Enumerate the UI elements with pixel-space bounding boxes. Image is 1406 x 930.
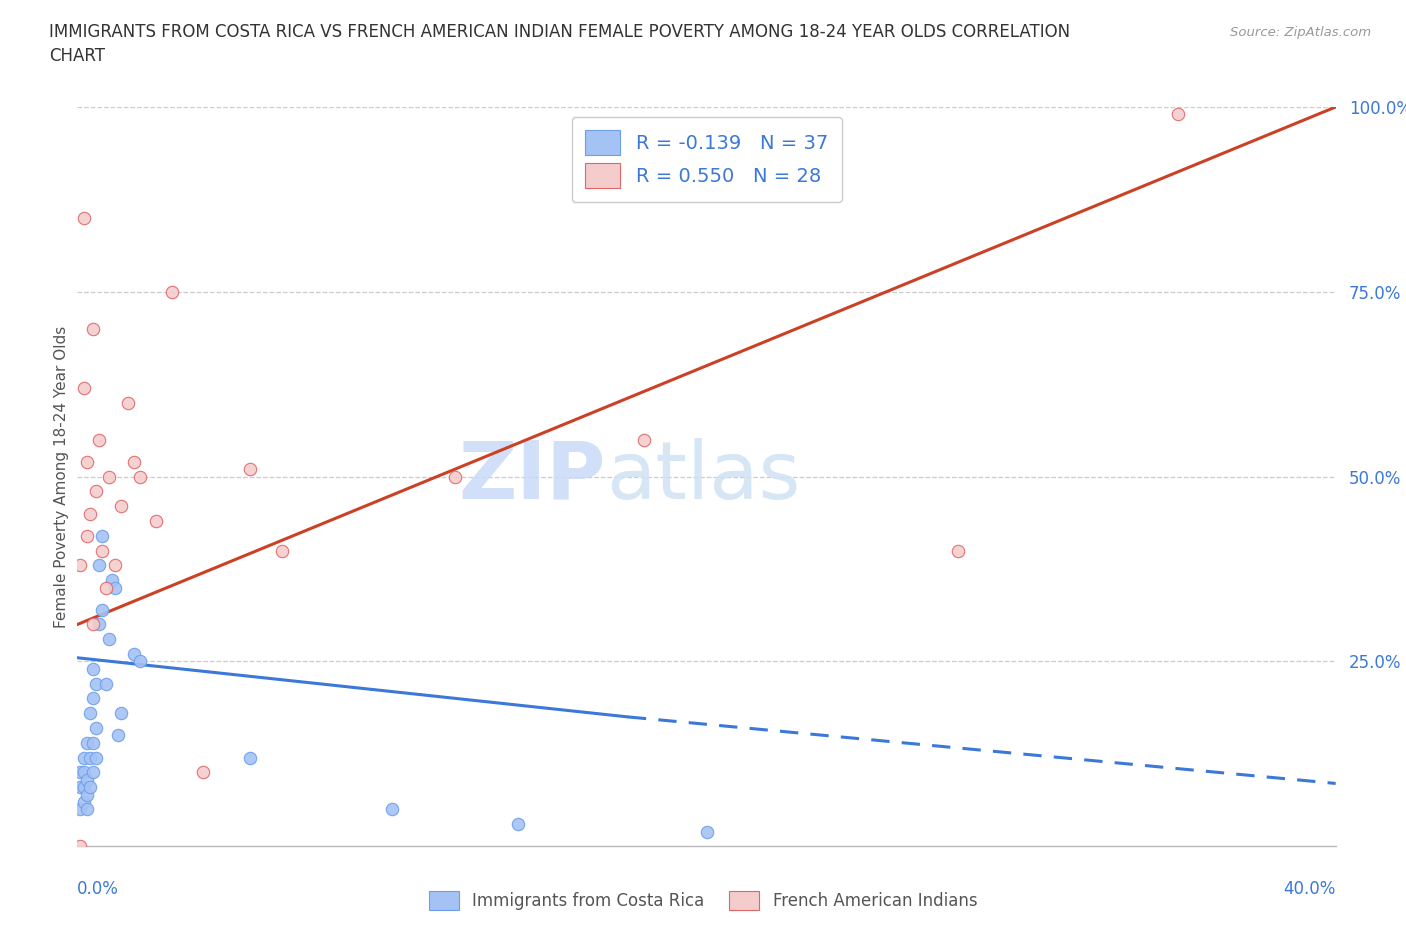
Point <box>239 751 262 765</box>
Point <box>76 772 98 787</box>
Point <box>110 498 132 513</box>
Point <box>82 691 104 706</box>
Point <box>79 506 101 521</box>
Text: 40.0%: 40.0% <box>1284 880 1336 897</box>
Point <box>72 779 94 794</box>
Point <box>94 580 117 595</box>
Point <box>633 432 655 447</box>
Text: IMMIGRANTS FROM COSTA RICA VS FRENCH AMERICAN INDIAN FEMALE POVERTY AMONG 18-24 : IMMIGRANTS FROM COSTA RICA VS FRENCH AME… <box>49 23 1070 65</box>
Point <box>948 543 970 558</box>
Point <box>89 618 111 632</box>
Point <box>270 543 292 558</box>
Point <box>79 706 101 721</box>
Point <box>696 824 718 839</box>
Point <box>82 764 104 779</box>
Point <box>79 751 101 765</box>
Text: Source: ZipAtlas.com: Source: ZipAtlas.com <box>1230 26 1371 39</box>
Point <box>69 839 91 854</box>
Text: atlas: atlas <box>606 438 800 515</box>
Point <box>129 654 152 669</box>
Point <box>76 736 98 751</box>
Point <box>69 558 91 573</box>
Point <box>84 721 107 736</box>
Point <box>82 618 104 632</box>
Text: ZIP: ZIP <box>458 438 606 515</box>
Point <box>107 728 129 743</box>
Point <box>97 470 120 485</box>
Point <box>145 513 167 528</box>
Point <box>76 802 98 817</box>
Y-axis label: Female Poverty Among 18-24 Year Olds: Female Poverty Among 18-24 Year Olds <box>53 326 69 628</box>
Point <box>72 210 94 225</box>
Point <box>110 706 132 721</box>
Point <box>72 380 94 395</box>
Point <box>91 603 114 618</box>
Point <box>82 322 104 337</box>
Point <box>69 802 91 817</box>
Point <box>506 817 529 831</box>
Point <box>89 432 111 447</box>
Point <box>76 528 98 543</box>
Point <box>72 794 94 809</box>
Point <box>122 646 145 661</box>
Text: 0.0%: 0.0% <box>77 880 120 897</box>
Point <box>72 764 94 779</box>
Point <box>122 455 145 470</box>
Point <box>94 676 117 691</box>
Point <box>69 779 91 794</box>
Point <box>444 470 467 485</box>
Point <box>79 779 101 794</box>
Point <box>84 676 107 691</box>
Legend: R = -0.139   N = 37, R = 0.550   N = 28: R = -0.139 N = 37, R = 0.550 N = 28 <box>571 116 842 202</box>
Point <box>76 787 98 802</box>
Point <box>84 751 107 765</box>
Point <box>97 631 120 646</box>
Point <box>117 395 139 410</box>
Point <box>191 764 215 779</box>
Point <box>104 558 127 573</box>
Point <box>84 484 107 498</box>
Point <box>69 764 91 779</box>
Point <box>239 462 262 477</box>
Point <box>91 528 114 543</box>
Point <box>82 736 104 751</box>
Point <box>101 573 124 588</box>
Point <box>82 661 104 676</box>
Point <box>129 470 152 485</box>
Point <box>1167 107 1189 122</box>
Point <box>160 285 183 299</box>
Point <box>104 580 127 595</box>
Point <box>72 751 94 765</box>
Point <box>76 455 98 470</box>
Legend: Immigrants from Costa Rica, French American Indians: Immigrants from Costa Rica, French Ameri… <box>422 884 984 917</box>
Point <box>381 802 404 817</box>
Point <box>89 558 111 573</box>
Point <box>91 543 114 558</box>
